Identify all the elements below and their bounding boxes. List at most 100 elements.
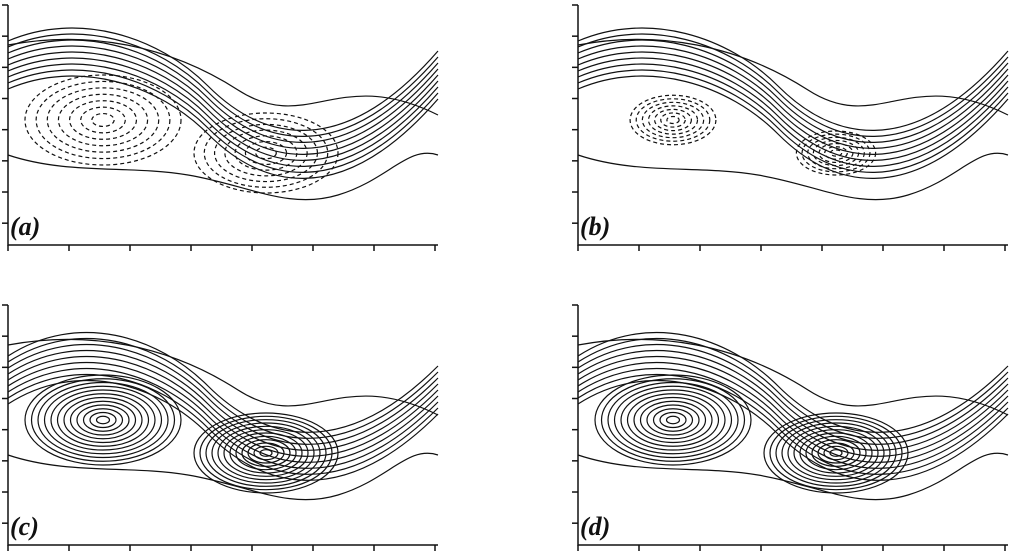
vortex-contour bbox=[223, 429, 309, 477]
vortex-contour bbox=[787, 425, 885, 481]
vortex-contour bbox=[652, 408, 694, 432]
vortex-contour bbox=[235, 435, 297, 471]
vortex-contour bbox=[801, 133, 871, 173]
vortex-contour bbox=[229, 432, 303, 474]
vortex-contour bbox=[613, 385, 733, 455]
vortex-contour bbox=[68, 100, 138, 140]
vortex-contour bbox=[829, 149, 843, 157]
braid-contour bbox=[7, 75, 439, 179]
braid-contour bbox=[7, 27, 439, 131]
braid-contour bbox=[577, 63, 1009, 167]
braid-contour bbox=[7, 373, 439, 475]
vortex-contour bbox=[812, 139, 860, 167]
braid-contour bbox=[577, 355, 1009, 457]
vortex-contour bbox=[43, 385, 163, 455]
braid-contour bbox=[7, 355, 439, 457]
panel: (c) bbox=[2, 304, 439, 551]
vortex-contour bbox=[824, 146, 848, 160]
vortex-contour bbox=[234, 135, 298, 171]
vortex-contour bbox=[659, 411, 687, 429]
vortex-contour bbox=[203, 118, 329, 188]
vortex-contour bbox=[205, 419, 327, 487]
vortex-contour bbox=[763, 412, 909, 494]
vortex-contour bbox=[247, 442, 285, 464]
panel-label: (c) bbox=[10, 512, 39, 541]
vortex-contour bbox=[639, 400, 707, 440]
braid-contour bbox=[7, 331, 439, 433]
vortex-contour bbox=[80, 106, 126, 134]
envelope-contour bbox=[7, 338, 439, 416]
vortex-contour bbox=[600, 378, 746, 462]
panel-label: (b) bbox=[580, 212, 610, 241]
vortex-contour bbox=[775, 419, 897, 487]
vortex-contour bbox=[829, 449, 843, 457]
vortex-contour bbox=[193, 112, 339, 194]
panel-label: (d) bbox=[580, 512, 610, 541]
axis bbox=[7, 5, 438, 246]
braid-contour bbox=[577, 373, 1009, 475]
vortex-contour bbox=[769, 415, 903, 491]
vortex-contour bbox=[594, 374, 752, 466]
braid-contour bbox=[577, 57, 1009, 161]
vortex-contour bbox=[244, 140, 288, 166]
vortex-contour bbox=[795, 130, 877, 176]
vortex-contour bbox=[46, 87, 160, 153]
braid-contour bbox=[7, 33, 439, 137]
vortex-contour bbox=[799, 432, 873, 474]
braid-contour bbox=[7, 367, 439, 469]
vortex-contour bbox=[241, 439, 291, 467]
braid-contour bbox=[7, 45, 439, 149]
vortex-contour bbox=[30, 378, 176, 462]
vortex-contour bbox=[255, 146, 277, 160]
vortex-contour bbox=[193, 412, 339, 494]
vortex-contour bbox=[24, 74, 182, 166]
vortex-contour bbox=[823, 445, 849, 461]
vortex-contour bbox=[626, 393, 720, 447]
braid-contour bbox=[577, 51, 1009, 155]
vortex-contour bbox=[811, 439, 861, 467]
envelope-contour bbox=[7, 452, 439, 501]
vortex-contour bbox=[91, 112, 115, 128]
braid-contour bbox=[7, 343, 439, 445]
vortex-contour bbox=[259, 449, 273, 457]
braid-contour bbox=[577, 39, 1009, 143]
braid-contour bbox=[577, 343, 1009, 445]
envelope-contour bbox=[7, 38, 439, 116]
vortex-contour bbox=[211, 422, 321, 484]
vortex-contour bbox=[781, 422, 891, 484]
vortex-contour bbox=[635, 98, 711, 142]
braid-contour bbox=[7, 69, 439, 173]
vortex-contour bbox=[69, 400, 137, 440]
vortex-contour bbox=[82, 408, 124, 432]
envelope-contour bbox=[577, 452, 1009, 501]
braid-contour bbox=[577, 45, 1009, 149]
braid-contour bbox=[7, 51, 439, 155]
axis bbox=[577, 5, 1008, 246]
vortex-contour bbox=[95, 415, 111, 425]
braid-contour bbox=[577, 27, 1009, 131]
braid-contour bbox=[577, 367, 1009, 469]
vortex-contour bbox=[666, 115, 680, 125]
envelope-contour bbox=[7, 152, 439, 201]
braid-contour bbox=[7, 361, 439, 463]
vortex-contour bbox=[24, 374, 182, 466]
envelope-contour bbox=[577, 152, 1009, 201]
envelope-contour bbox=[577, 338, 1009, 416]
braid-contour bbox=[577, 75, 1009, 179]
panel: (d) bbox=[572, 304, 1009, 551]
vortex-contour bbox=[253, 445, 279, 461]
vortex-contour bbox=[199, 415, 333, 491]
vortex-contour bbox=[646, 404, 700, 436]
vortex-contour bbox=[629, 94, 717, 146]
braid-contour bbox=[577, 349, 1009, 451]
panel: (b) bbox=[572, 4, 1009, 251]
vortex-contour bbox=[793, 429, 879, 477]
braid-contour bbox=[577, 337, 1009, 439]
vortex-contour bbox=[63, 396, 143, 444]
braid-contour bbox=[7, 39, 439, 143]
vortex-contour bbox=[805, 435, 867, 471]
panel-label: (a) bbox=[10, 212, 40, 241]
vortex-contour bbox=[76, 404, 130, 436]
vortex-contour bbox=[224, 129, 308, 177]
